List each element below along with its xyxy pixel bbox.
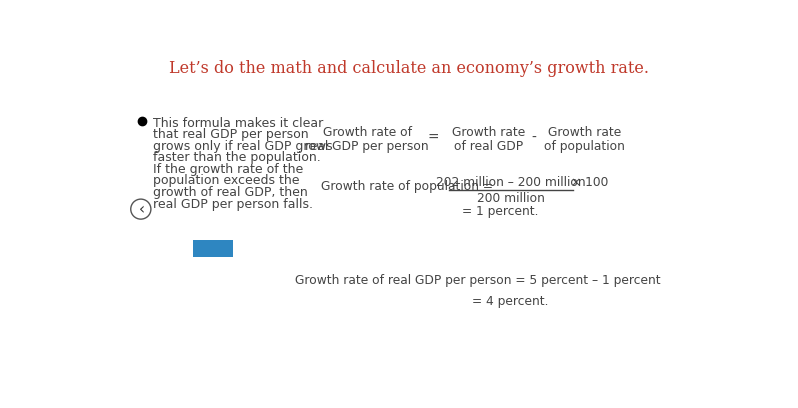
Text: of population: of population [543,140,625,153]
Text: population exceeds the: population exceeds the [153,175,300,187]
Text: faster than the population.: faster than the population. [153,151,321,164]
Text: growth of real GDP, then: growth of real GDP, then [153,186,308,199]
Text: This formula makes it clear: This formula makes it clear [153,117,323,130]
Text: grows only if real GDP grows: grows only if real GDP grows [153,140,333,153]
Text: = 1 percent.: = 1 percent. [463,205,539,218]
Text: real GDP per person: real GDP per person [306,140,429,153]
Text: Growth rate: Growth rate [547,126,621,139]
Text: 200 million: 200 million [476,192,544,205]
Text: Growth rate of real GDP per person = 5 percent – 1 percent: Growth rate of real GDP per person = 5 p… [295,274,661,287]
Text: 202 million – 200 million: 202 million – 200 million [436,176,585,189]
Text: × 100: × 100 [571,176,608,189]
Text: Let’s do the math and calculate an economy’s growth rate.: Let’s do the math and calculate an econo… [169,60,649,77]
Text: ‹: ‹ [139,202,144,217]
Text: that real GDP per person: that real GDP per person [153,128,309,141]
Text: Growth rate of: Growth rate of [322,126,412,139]
Text: Growth rate of population =: Growth rate of population = [321,180,492,193]
Text: Reset: Reset [192,242,234,255]
Text: of real GDP: of real GDP [454,140,523,153]
Text: -: - [531,131,536,145]
Text: = 4 percent.: = 4 percent. [472,295,549,308]
Text: Growth rate: Growth rate [452,126,525,139]
Text: real GDP per person falls.: real GDP per person falls. [153,197,314,211]
FancyBboxPatch shape [193,240,233,257]
Text: If the growth rate of the: If the growth rate of the [153,163,303,176]
Text: =: = [427,131,439,145]
